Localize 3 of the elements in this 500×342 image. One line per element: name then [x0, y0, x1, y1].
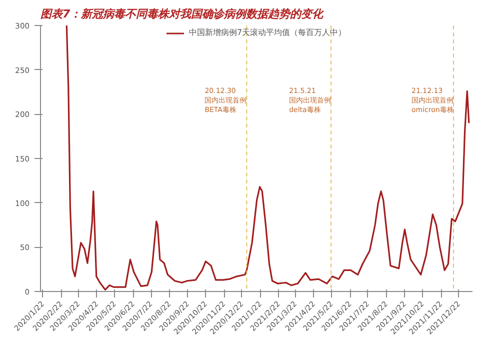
chart-title: 图表7：新冠病毒不同毒株对我国确诊病例数据趋势的变化 [40, 8, 324, 20]
legend-label: 中国新增病例7天滚动平均值（每百万人中） [188, 27, 346, 38]
line-series [66, 26, 470, 291]
